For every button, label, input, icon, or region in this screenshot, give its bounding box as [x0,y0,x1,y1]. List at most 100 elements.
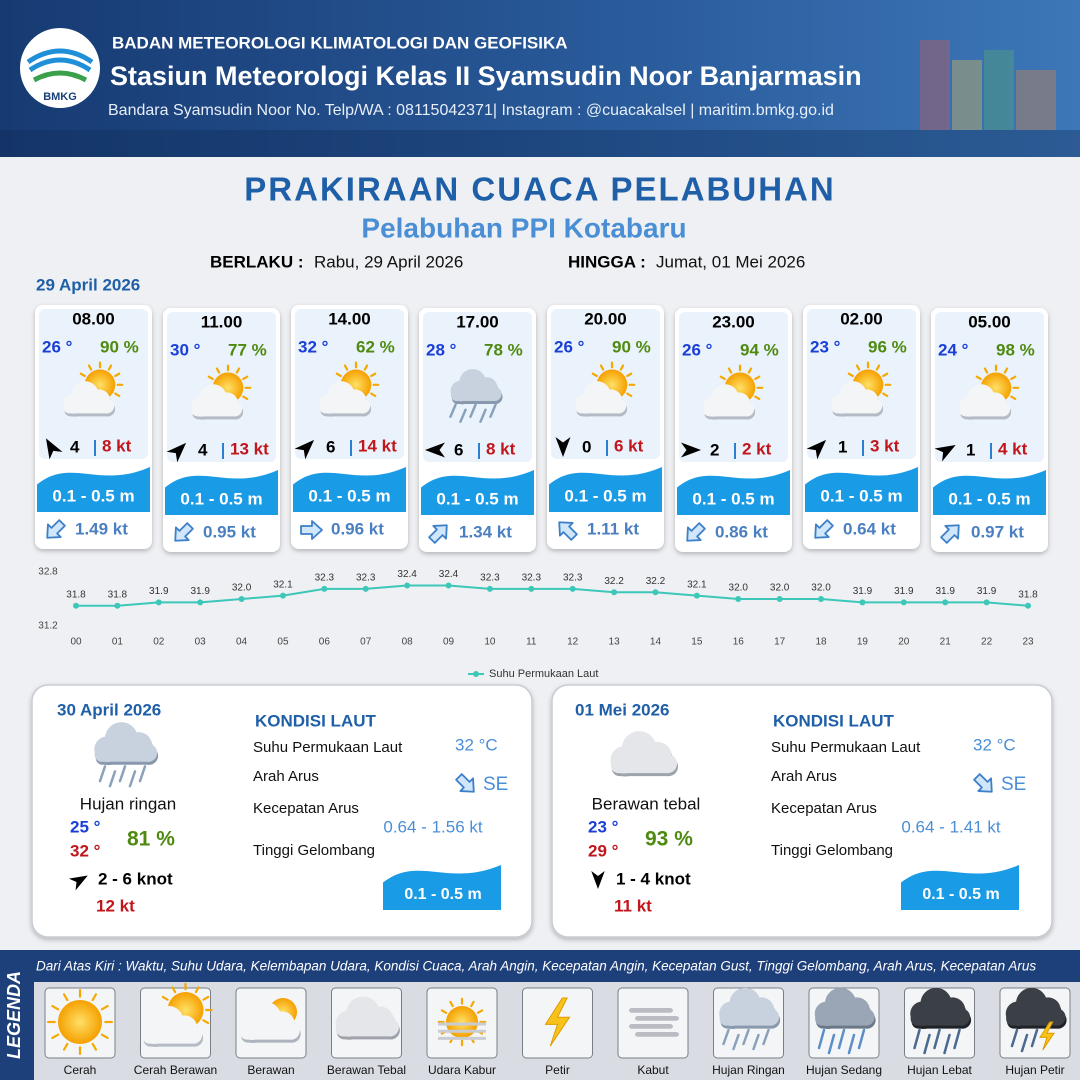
sst-point [238,596,245,602]
rain-drop [1030,1028,1039,1048]
data-label: 32.0 [729,583,749,594]
air-temp: 26 ° [42,337,73,356]
sun-ray [202,995,210,1001]
air-temp: 26 ° [554,337,585,356]
cloud-part [610,758,676,774]
valid-to: Jumat, 01 Mei 2026 [656,252,805,271]
cloud-shape [910,987,971,1026]
wave [293,467,406,512]
sun-ray [875,364,881,371]
weather-icon [46,988,114,1056]
air-temp: 32 ° [298,337,329,356]
wave-height: 0.1 - 0.5 m [308,486,390,505]
rain-drop [933,1028,941,1050]
sst-point [362,585,369,592]
current-arrow [428,524,448,544]
logo-bg [20,28,100,108]
fog-bar [629,1008,673,1013]
sst-point [404,582,411,589]
weather-icon [449,368,503,423]
cloud-part [719,1012,778,1026]
data-label: 32.4 [439,569,459,580]
temp-min: 25 ° [70,817,101,836]
rain-drop [1020,1033,1029,1053]
legend-item: Berawan [247,1063,294,1077]
cloud-shape [142,1005,203,1044]
sun-ray [626,372,633,378]
data-label: 31.8 [66,589,86,600]
current-dir-label: Arah Arus [771,768,837,785]
sun-ray [470,1000,475,1008]
humidity: 96 % [868,337,907,356]
data-label: 32.2 [646,576,666,587]
data-label: 31.9 [190,586,210,597]
weather-icon [191,364,252,420]
wave-label: Tinggi Gelombang [771,842,893,859]
cloud-part [831,401,881,414]
humidity: 62 % [356,337,395,356]
x-tick-label: 10 [484,637,496,648]
current-arrow [46,519,66,539]
rain-drop [913,1028,921,1050]
temp-max: 29 ° [588,841,619,860]
sun-ray [114,372,121,378]
cloud-shape [959,384,1011,417]
data-label: 32.0 [770,583,790,594]
logo-mark [32,70,88,83]
sun-ray [62,993,69,1002]
current-speed-label: Kecepatan Arus [771,800,877,817]
data-label: 32.3 [522,573,542,584]
bolt [544,997,571,1047]
cloud-shape [814,987,875,1026]
sun-ray [719,375,726,381]
data-label: 32.0 [811,583,831,594]
fog-bar [629,1024,673,1029]
logo-mark [26,48,94,73]
x-tick-label: 02 [153,637,165,648]
wind-speed: 1 [838,437,847,456]
gust: 11 kt [614,896,652,915]
wind-arrow [68,875,88,891]
gust: 3 kt [870,436,900,455]
wind-arrow [591,871,605,889]
x-tick-label: 01 [112,637,124,648]
x-tick-label: 06 [319,637,331,648]
sun-ray [51,1033,60,1040]
wind-speed: 1 [966,440,975,459]
cloud-part [703,404,753,417]
cloud-shape [239,1001,300,1040]
legend-box [617,987,689,1059]
rain-drop [857,1028,866,1050]
title: PRAKIRAAN CUACA PELABUHAN [244,171,835,208]
gust: 2 kt [742,439,772,458]
legend-item: Berawan Tebal [327,1063,406,1077]
sst-line [76,584,1029,607]
valid-from: Rabu, 29 April 2026 [314,252,463,271]
wind-speed: 2 [710,440,719,459]
data-label: 31.9 [977,586,997,597]
sun [46,988,114,1056]
gust: 14 kt [358,436,397,455]
rain-drop [847,1033,856,1055]
gust: 6 kt [614,436,644,455]
cloud-shape [94,722,158,763]
sst: 32 °C [455,735,498,754]
wind-arrow [166,442,187,463]
cloud-part [910,1012,969,1026]
cloud-part [142,1030,201,1044]
gust: 8 kt [102,436,132,455]
wave-height: 0.1 - 0.5 m [436,489,518,508]
time: 05.00 [968,312,1011,331]
legend-item: Hujan Ringan [712,1063,785,1077]
time: 02.00 [840,309,883,328]
wave [37,467,150,512]
data-label: 31.9 [894,586,914,597]
wind-speed: 4 [70,437,80,456]
cloud-part [63,401,113,414]
sun-disc [58,1000,102,1044]
sun-ray [370,392,377,397]
gust: 13 kt [230,439,269,458]
wind-range: 1 - 4 knot [616,869,691,888]
weather-icon [814,987,876,1055]
sst-point [818,596,825,602]
